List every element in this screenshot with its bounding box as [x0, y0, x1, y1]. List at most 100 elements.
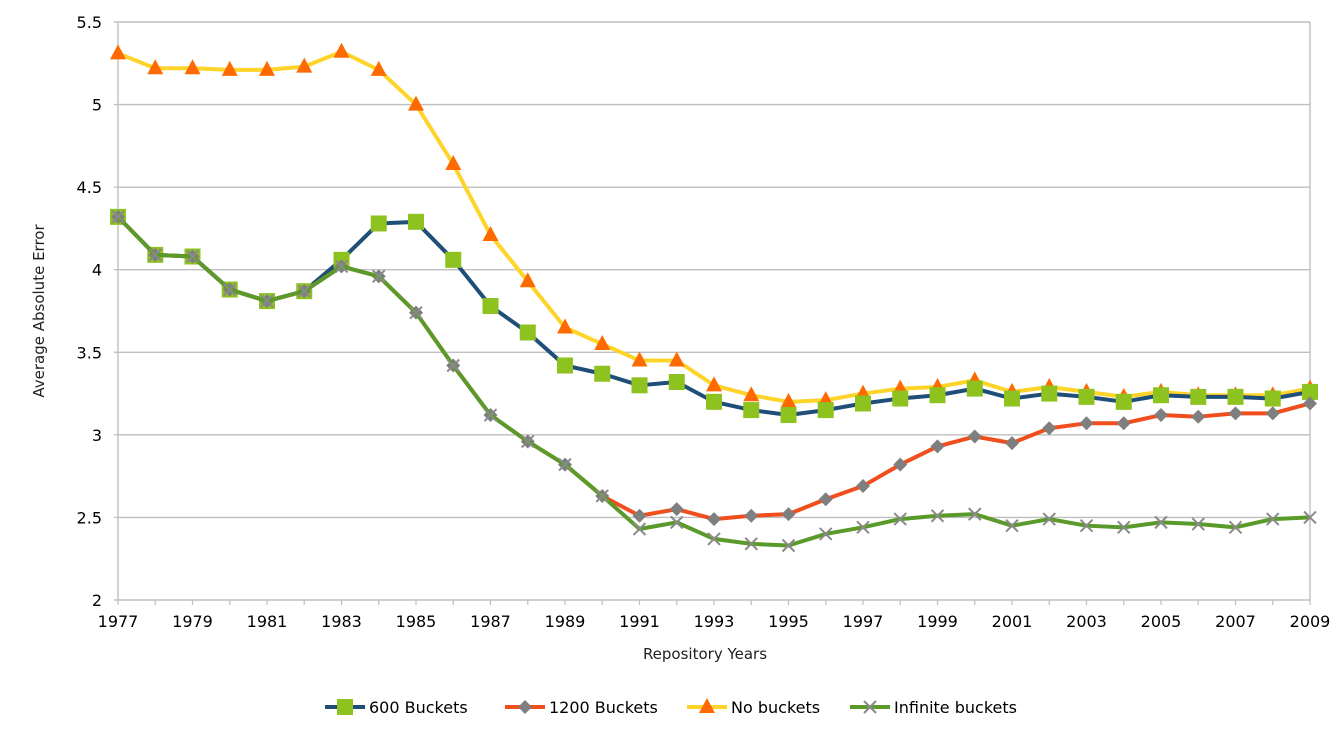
- x-tick-label: 1989: [545, 612, 586, 631]
- x-tick-labels: 1977 1979 1981 1983 1985 1987 1989 1991 1993 1995…: [98, 612, 1331, 631]
- data-point: [1154, 408, 1168, 423]
- legend-label: Infinite buckets: [894, 698, 1017, 717]
- y-tick-label: 4: [92, 261, 102, 280]
- data-point: [1191, 517, 1205, 531]
- data-point: [594, 365, 611, 382]
- x-tick-label: 2005: [1141, 612, 1182, 631]
- data-point: [148, 248, 162, 262]
- data-point: [370, 215, 387, 232]
- data-point: [1227, 388, 1244, 405]
- data-point: [819, 527, 833, 541]
- data-point: [296, 57, 313, 73]
- series-no-buckets: [110, 42, 1318, 408]
- y-tick-label: 3: [92, 426, 102, 445]
- data-point: [221, 60, 238, 76]
- legend-label: 600 Buckets: [369, 698, 468, 717]
- data-point: [482, 226, 499, 242]
- y-tick-label: 2: [92, 591, 102, 610]
- data-point: [223, 282, 237, 297]
- data-point: [1042, 421, 1057, 436]
- data-point: [855, 395, 871, 412]
- legend-item: 600 Buckets: [325, 698, 468, 717]
- data-point: [893, 512, 907, 526]
- x-tick-label: 2003: [1066, 612, 1107, 631]
- x-tick-label: 1985: [396, 612, 437, 631]
- data-point: [967, 429, 982, 444]
- y-tick-label: 2.5: [77, 508, 102, 527]
- data-point: [111, 210, 125, 224]
- data-point: [1042, 512, 1056, 526]
- x-tick-label: 1983: [321, 612, 362, 631]
- data-point: [1004, 390, 1020, 407]
- data-point: [1117, 520, 1131, 535]
- data-point: [632, 508, 647, 523]
- data-point: [1154, 515, 1168, 530]
- data-point: [1265, 406, 1280, 421]
- legend: 600 Buckets 1200 Buckets No buckets Infinit…: [325, 698, 1017, 717]
- data-point: [668, 374, 685, 391]
- data-point: [744, 508, 759, 523]
- series-layer: [110, 42, 1318, 553]
- data-point: [893, 457, 908, 472]
- data-point: [482, 298, 499, 315]
- data-point: [1303, 510, 1317, 525]
- x-tick-label: 1997: [843, 612, 884, 631]
- data-point: [817, 402, 834, 419]
- data-point: [409, 305, 423, 320]
- y-tick-label: 4.5: [77, 178, 102, 197]
- legend-marker: [337, 699, 353, 715]
- data-point: [558, 457, 572, 472]
- legend-item: No buckets: [687, 698, 820, 717]
- data-point: [856, 520, 870, 535]
- x-tick-label: 2009: [1290, 612, 1331, 631]
- data-point: [1153, 387, 1169, 404]
- data-point: [519, 272, 536, 288]
- data-point: [781, 507, 796, 522]
- data-point: [1191, 409, 1206, 424]
- data-point: [557, 357, 573, 374]
- x-axis-title: Repository Years: [643, 645, 767, 663]
- data-point: [110, 44, 126, 60]
- data-point: [333, 42, 350, 58]
- data-point: [744, 537, 758, 551]
- data-point: [670, 515, 684, 530]
- legend-item: Infinite buckets: [850, 698, 1017, 717]
- series-infinite-buckets: [111, 210, 1317, 553]
- data-point: [557, 318, 573, 334]
- data-point: [184, 59, 201, 75]
- series-1200-buckets: [111, 209, 1317, 527]
- data-point: [929, 387, 946, 404]
- x-tick-label: 2007: [1215, 612, 1256, 631]
- data-point: [446, 358, 460, 373]
- legend-marker: [699, 698, 715, 713]
- data-point: [408, 95, 424, 111]
- y-axis-title: Average Absolute Error: [30, 224, 48, 398]
- y-tick-label: 5: [92, 96, 102, 115]
- data-point: [1228, 520, 1243, 535]
- data-point: [743, 402, 760, 419]
- data-point: [1266, 512, 1280, 526]
- data-point: [147, 59, 164, 75]
- data-point: [1005, 436, 1019, 451]
- data-point: [707, 532, 721, 546]
- x-tick-label: 1979: [172, 612, 213, 631]
- legend-item: 1200 Buckets: [505, 698, 658, 717]
- data-point: [1005, 518, 1019, 533]
- data-point: [1079, 518, 1094, 533]
- data-point: [892, 390, 909, 407]
- x-tick-label: 1995: [768, 612, 809, 631]
- data-point: [483, 408, 498, 422]
- data-point: [259, 60, 275, 76]
- x-tick-label: 1993: [694, 612, 735, 631]
- data-point: [706, 376, 722, 392]
- data-point: [1079, 416, 1094, 431]
- data-point: [519, 324, 536, 341]
- data-point: [856, 479, 870, 494]
- data-point: [521, 434, 535, 449]
- data-point: [445, 251, 462, 268]
- data-point: [930, 439, 945, 454]
- data-point: [818, 492, 833, 507]
- x-tick-label: 1977: [98, 612, 139, 631]
- data-point: [1116, 416, 1131, 431]
